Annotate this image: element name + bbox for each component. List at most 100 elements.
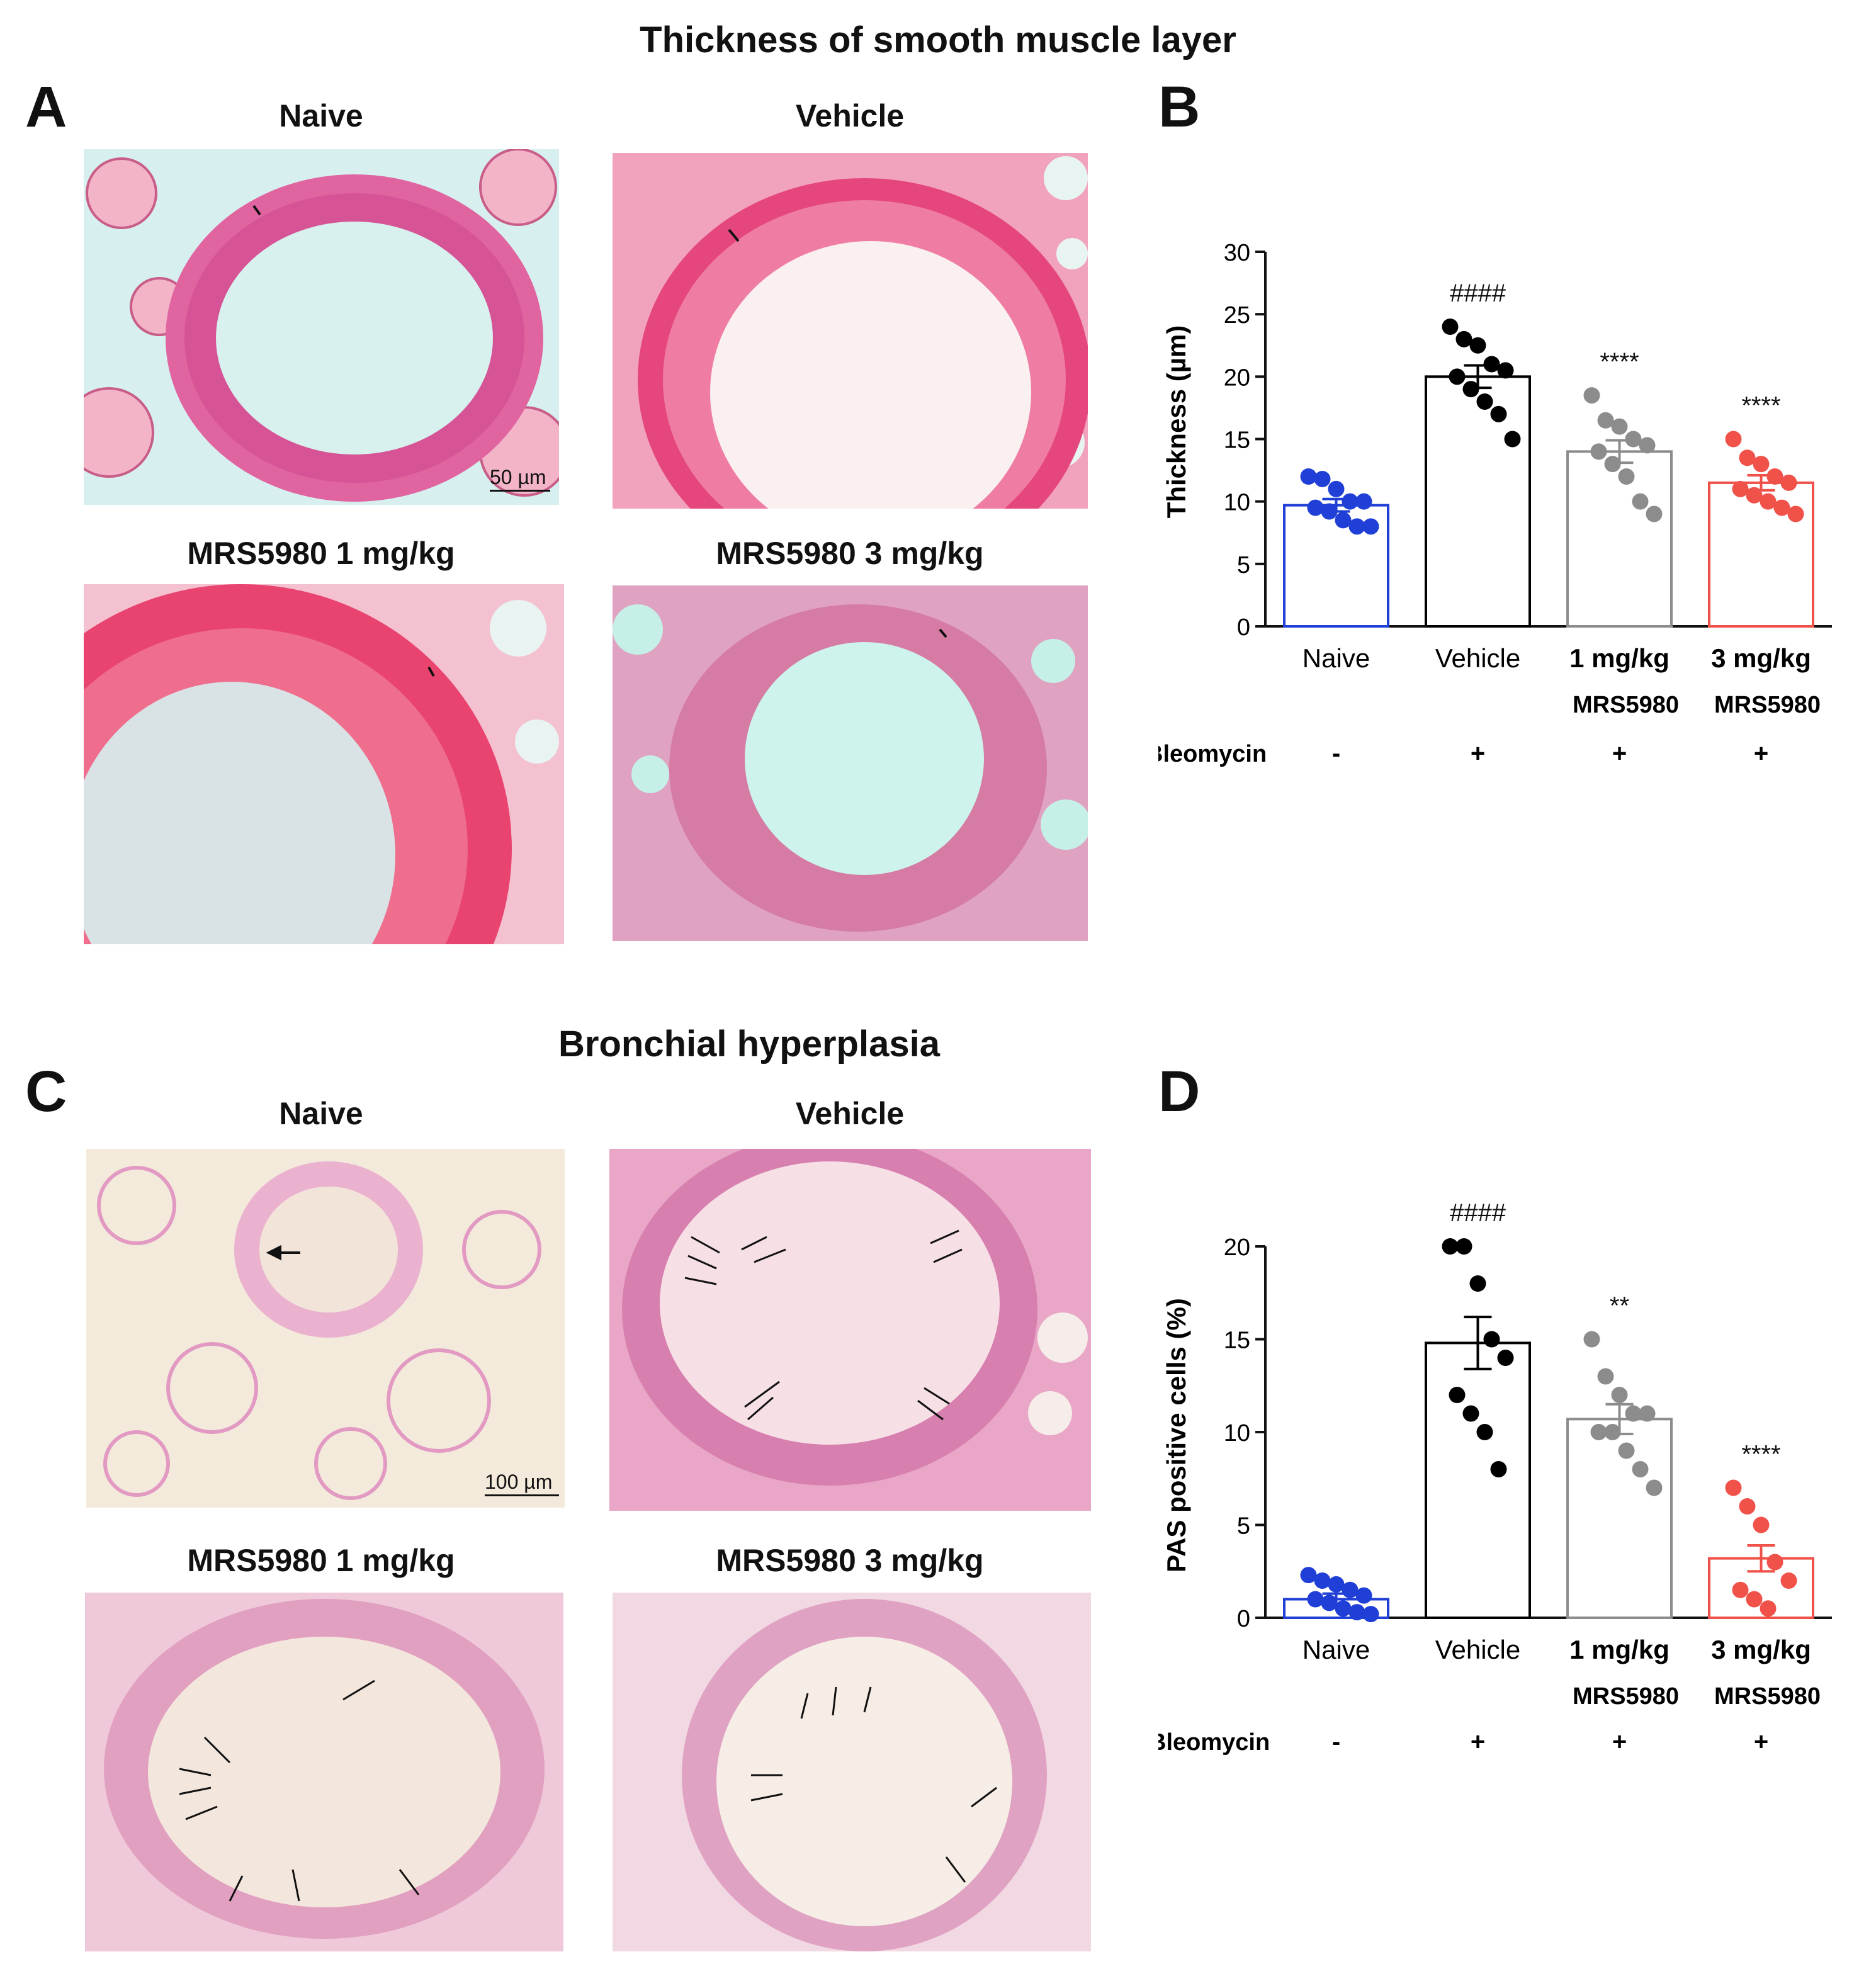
chart-d-point-2-0 (1583, 1331, 1600, 1348)
chart-d-point-0-6 (1321, 1594, 1338, 1611)
chart-b-point-3-6 (1746, 487, 1763, 504)
chart-d-point-3-7 (1760, 1600, 1777, 1617)
panel-label-a: A (25, 75, 67, 139)
chart-d-ytick-label-4: 20 (1224, 1234, 1250, 1261)
chart-b-bar-1 (1425, 375, 1531, 628)
chart-b-point-3-3 (1766, 468, 1783, 485)
chart-b-ytick-label-3: 15 (1224, 427, 1250, 454)
chart-d-category-label-3-0: 3 mg/kg (1711, 1635, 1811, 1664)
chart-d-point-3-2 (1753, 1516, 1770, 1533)
image-title-c-vehicle: Vehicle (795, 1096, 905, 1131)
image-title-a-mrs1: MRS5980 1 mg/kg (187, 536, 455, 571)
chart-d-point-2-6 (1604, 1424, 1621, 1440)
chart-b-point-2-1 (1597, 412, 1614, 429)
chart-d-bleomycin-sign-1: + (1471, 1728, 1485, 1756)
chart-d-point-0-0 (1300, 1567, 1317, 1584)
chart-d-point-1-0 (1442, 1238, 1459, 1255)
panel-label-b: B (1158, 75, 1201, 139)
chart-d-pas: PAS positive cells (%) 0 5 10 15 20 Naive - ###… (1158, 1199, 1832, 1756)
micrograph-c-mrs1 (85, 1593, 563, 1951)
chart-b-annotation-2: **** (1600, 348, 1639, 376)
chart-b-point-1-8 (1490, 405, 1507, 422)
chart-b-point-0-9 (1362, 518, 1379, 535)
chart-d-point-0-5 (1307, 1591, 1324, 1608)
micrograph-c-naive (86, 1149, 565, 1508)
chart-b-thickness: Thickness (µm) 0 5 10 15 20 25 30 Naive - #### Veh… (1158, 240, 1832, 767)
chart-b-point-2-3 (1625, 431, 1642, 448)
chart-d-point-1-1 (1455, 1238, 1472, 1255)
chart-b-category-label-1-0: Vehicle (1435, 643, 1520, 673)
figure-title-hyperplasia: Bronchial hyperplasia (558, 1024, 940, 1064)
chart-d-category-label-2-0: 1 mg/kg (1569, 1635, 1670, 1664)
micrograph-c-mrs3 (613, 1593, 1091, 1951)
chart-b-point-2-4 (1639, 437, 1656, 454)
chart-b-annotation-1: #### (1450, 279, 1506, 307)
chart-b-ylabel-group: Thickness (µm) (1161, 325, 1191, 519)
chart-d-ytick-label-1: 5 (1237, 1513, 1250, 1540)
chart-d-bleomycin-sign-0: - (1332, 1728, 1340, 1756)
chart-d-point-0-7 (1335, 1600, 1352, 1617)
chart-d-point-2-3 (1625, 1405, 1642, 1422)
chart-d-plot: 0 5 10 15 20 Naive - #### Vehicle + ** 1 mg/kg MRS59… (1158, 1199, 1832, 1756)
chart-d-category-label-1-0: Vehicle (1435, 1635, 1520, 1664)
chart-d-point-1-2 (1469, 1275, 1486, 1292)
micrograph-a-mrs1 (84, 584, 564, 944)
panel-label-d: D (1158, 1059, 1201, 1124)
chart-b-bleomycin-sign-0: - (1332, 740, 1340, 767)
chart-b-annotation-3: **** (1741, 392, 1780, 420)
image-title-c-naive: Naive (279, 1096, 363, 1131)
chart-d-point-0-1 (1314, 1572, 1331, 1589)
chart-b-category-label-0-0: Naive (1302, 643, 1370, 673)
chart-d-point-1-7 (1476, 1424, 1493, 1440)
chart-b-point-0-5 (1307, 499, 1324, 516)
chart-b-point-2-6 (1604, 456, 1621, 473)
chart-d-point-3-1 (1739, 1498, 1756, 1515)
chart-d-category-label-2-1: MRS5980 (1573, 1683, 1679, 1710)
chart-d-point-1-6 (1462, 1405, 1479, 1422)
chart-b-point-0-1 (1314, 470, 1331, 487)
chart-d-point-2-7 (1618, 1442, 1635, 1459)
chart-b-point-3-0 (1725, 431, 1742, 448)
chart-d-point-1-8 (1490, 1461, 1507, 1477)
chart-d-bar-1 (1425, 1341, 1531, 1619)
chart-b-point-1-1 (1455, 330, 1472, 347)
chart-d-point-3-4 (1780, 1572, 1797, 1589)
chart-b-point-0-6 (1321, 503, 1338, 520)
chart-d-category-label-3-1: MRS5980 (1714, 1683, 1821, 1710)
chart-b-point-3-8 (1773, 499, 1790, 516)
micrograph-c-vehicle (609, 1149, 1091, 1511)
chart-d-point-3-6 (1746, 1591, 1763, 1608)
image-title-a-naive: Naive (279, 98, 363, 133)
chart-d-annotation-3: **** (1741, 1441, 1780, 1469)
chart-b-point-0-8 (1348, 518, 1365, 535)
chart-b-point-3-2 (1753, 456, 1770, 473)
chart-d-point-2-2 (1611, 1387, 1628, 1403)
chart-d-point-2-5 (1590, 1424, 1607, 1440)
chart-d-ytick-label-0: 0 (1237, 1606, 1250, 1632)
panel-label-c: C (25, 1059, 67, 1124)
chart-b-point-2-8 (1632, 493, 1649, 510)
chart-b-point-3-1 (1739, 449, 1756, 466)
scale-bar-c: 100 µm (485, 1470, 559, 1496)
chart-b-point-2-9 (1646, 505, 1663, 522)
chart-b-category-label-3-0: 3 mg/kg (1711, 643, 1811, 673)
chart-b-point-3-9 (1787, 505, 1804, 522)
chart-b-category-label-3-1: MRS5980 (1714, 692, 1821, 718)
chart-b-point-2-7 (1618, 468, 1635, 485)
chart-b-point-2-0 (1583, 387, 1600, 404)
chart-b-point-1-9 (1504, 431, 1521, 448)
chart-d-point-0-2 (1328, 1576, 1345, 1593)
chart-d-ylabel-group: PAS positive cells (%) (1161, 1298, 1191, 1572)
image-title-c-mrs3: MRS5980 3 mg/kg (716, 1543, 984, 1578)
chart-b-ytick-label-2: 10 (1224, 490, 1250, 516)
chart-b-ytick-label-5: 25 (1224, 302, 1250, 329)
chart-d-point-1-4 (1497, 1350, 1514, 1366)
chart-b-point-1-0 (1442, 319, 1459, 335)
chart-d-bleomycin-sign-2: + (1612, 1728, 1627, 1756)
figure-title-thickness: Thickness of smooth muscle layer (640, 20, 1236, 60)
chart-b-bleomycin-sign-2: + (1612, 740, 1627, 767)
chart-d-point-2-4 (1639, 1405, 1656, 1422)
chart-d-ylabel: PAS positive cells (%) (1161, 1298, 1191, 1572)
chart-b-plot: 0 5 10 15 20 25 30 Naive - #### Vehicle + **** 1 mg/k… (1158, 240, 1832, 767)
micrograph-a-vehicle (613, 153, 1088, 509)
